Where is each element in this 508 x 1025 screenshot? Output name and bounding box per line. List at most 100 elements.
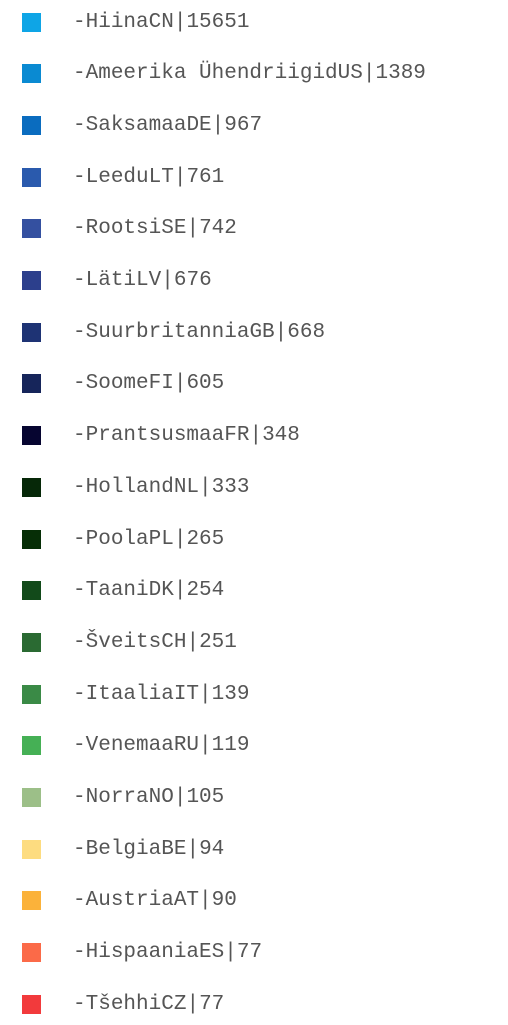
separator: | — [199, 889, 212, 913]
item-name: Suurbritannia — [85, 320, 250, 344]
separator: | — [173, 786, 187, 809]
separator: | — [173, 372, 187, 396]
item-value: 742 — [199, 217, 237, 241]
item-value: 15651 — [186, 10, 250, 34]
legend-item: - Norra NO | 105 — [22, 786, 225, 809]
separator: | — [199, 682, 212, 706]
item-name: Norra — [85, 786, 149, 809]
item-code: FI — [148, 372, 174, 396]
prefix: - — [73, 941, 86, 965]
prefix: - — [73, 630, 86, 654]
legend-item: - Soome FI | 605 — [22, 372, 224, 396]
separator: | — [362, 62, 376, 86]
item-code: DK — [148, 579, 174, 603]
item-name: Austria — [85, 889, 174, 913]
separator: | — [173, 10, 187, 34]
separator: | — [249, 424, 263, 448]
legend-item: - Läti LV | 676 — [22, 269, 212, 292]
prefix: - — [73, 217, 86, 241]
color-swatch — [22, 943, 41, 963]
legend-item: - Poola PL | 265 — [22, 527, 224, 551]
prefix: - — [73, 527, 86, 551]
prefix: - — [73, 992, 86, 1016]
item-value: 668 — [287, 320, 326, 344]
color-swatch — [22, 477, 41, 497]
item-value: 139 — [211, 682, 250, 706]
legend-item: - Hispaania ES | 77 — [22, 941, 263, 965]
item-value: 77 — [236, 941, 263, 965]
prefix: - — [73, 424, 86, 448]
item-value: 761 — [186, 165, 225, 189]
item-name: Rootsi — [85, 217, 162, 241]
item-name: Šveits — [85, 630, 162, 654]
prefix: - — [73, 579, 86, 603]
color-swatch — [22, 374, 41, 394]
item-value: 348 — [262, 424, 300, 448]
item-name: Tšehhi — [85, 992, 162, 1016]
item-name: Taani — [85, 579, 149, 603]
prefix: - — [73, 320, 86, 344]
legend-item: - Belgia BE | 94 — [22, 837, 224, 861]
prefix: - — [73, 837, 86, 861]
separator: | — [186, 630, 200, 654]
separator: | — [274, 320, 288, 344]
color-swatch — [22, 64, 41, 84]
legend-item: - Ameerika Ühendriigid US | 1389 — [22, 62, 426, 86]
item-name: Hiina — [85, 10, 149, 34]
item-name: Hispaania — [85, 941, 200, 965]
separator: | — [161, 269, 174, 292]
separator: | — [186, 837, 200, 861]
item-value: 967 — [224, 113, 263, 137]
item-value: 676 — [173, 269, 212, 292]
item-value: 254 — [186, 579, 225, 603]
separator: | — [173, 527, 187, 551]
separator: | — [186, 217, 200, 241]
color-swatch — [22, 788, 41, 807]
item-name: Prantsusmaa — [85, 424, 225, 448]
legend-item: - Tšehhi CZ | 77 — [22, 992, 225, 1016]
prefix: - — [73, 62, 86, 86]
legend-item: - Hiina CN | 15651 — [22, 10, 250, 34]
item-value: 105 — [186, 786, 225, 809]
color-swatch — [22, 12, 41, 32]
item-code: LV — [136, 269, 162, 292]
prefix: - — [73, 682, 86, 706]
item-name: Leedu — [85, 165, 149, 189]
item-name: Saksamaa — [85, 113, 187, 137]
separator: | — [224, 941, 237, 965]
item-value: 1389 — [375, 62, 426, 86]
item-name: Holland — [85, 475, 174, 499]
item-name: Ameerika Ühendriigid — [85, 62, 338, 86]
item-value: 90 — [211, 889, 237, 913]
item-value: 333 — [211, 475, 250, 499]
item-name: Belgia — [85, 837, 162, 861]
item-code: FR — [224, 424, 250, 448]
item-code: NO — [148, 786, 174, 809]
item-code: SE — [161, 217, 187, 241]
separator: | — [173, 165, 187, 189]
color-swatch — [22, 529, 41, 549]
prefix: - — [73, 786, 86, 809]
legend-item: - Suurbritannia GB | 668 — [22, 320, 326, 344]
item-name: Venemaa — [85, 734, 174, 758]
color-swatch — [22, 426, 41, 446]
item-name: Läti — [85, 269, 137, 292]
color-swatch — [22, 994, 41, 1014]
item-name: Soome — [85, 372, 149, 396]
color-swatch — [22, 167, 41, 187]
color-swatch — [22, 115, 41, 135]
item-code: US — [337, 62, 363, 86]
prefix: - — [73, 113, 86, 137]
prefix: - — [73, 475, 86, 499]
separator: | — [199, 475, 212, 499]
item-name: Poola — [85, 527, 149, 551]
prefix: - — [73, 10, 86, 34]
item-code: CZ — [161, 992, 187, 1016]
color-swatch — [22, 581, 41, 601]
legend-item: - Saksamaa DE | 967 — [22, 113, 263, 137]
item-value: 251 — [199, 630, 237, 654]
item-value: 77 — [199, 992, 225, 1016]
legend-item: - Šveits CH | 251 — [22, 630, 237, 654]
color-swatch — [22, 632, 41, 652]
color-swatch — [22, 322, 41, 342]
